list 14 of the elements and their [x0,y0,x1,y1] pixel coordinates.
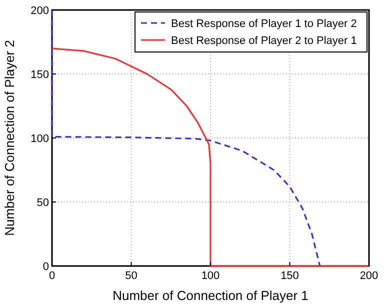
x-tick-label: 200 [360,270,378,282]
y-tick-label: 150 [30,69,49,81]
x-tick-label: 150 [280,270,299,282]
x-tick-label: 100 [201,270,220,282]
y-tick-label: 100 [30,133,49,145]
legend-label: Best Response of Player 2 to Player 1 [171,35,357,47]
y-axis-title: Number of Connection of Player 2 [2,40,17,236]
x-tick-label: 50 [125,270,138,282]
y-tick-label: 0 [42,261,49,273]
y-tick-label: 200 [30,5,49,17]
x-axis-title: Number of Connection of Player 1 [112,288,308,303]
y-tick-label: 50 [36,197,49,209]
line-series [51,48,370,267]
legend-label: Best Response of Player 1 to Player 2 [171,18,357,30]
